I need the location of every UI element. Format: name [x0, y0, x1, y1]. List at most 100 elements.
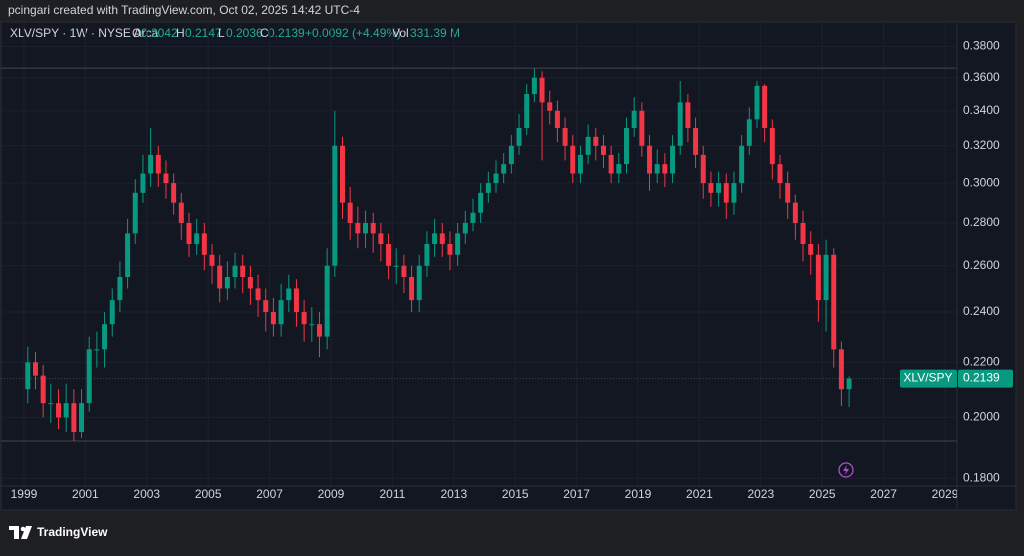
candle-body [608, 154, 614, 174]
candle-body [455, 233, 461, 255]
candle-body [163, 173, 169, 184]
candle-body [485, 183, 491, 193]
x-axis: 1999 2001 2003 2005 2007 2009 2011 2013 2015 2017… [11, 487, 959, 501]
candle-body [201, 233, 207, 255]
symbol-tag [900, 369, 957, 388]
candle-body [409, 277, 415, 301]
vol-value: 331.39 M [410, 26, 460, 40]
x-tick-label: 2005 [195, 487, 222, 501]
candle-body [623, 128, 629, 165]
alert-icon[interactable] [838, 462, 854, 478]
x-tick-label: 2021 [686, 487, 713, 501]
candle-body [547, 102, 553, 111]
candle-body [754, 85, 760, 120]
candle-body [140, 173, 146, 193]
candle-body [171, 183, 177, 203]
y-tick-label: 0.2000 [963, 410, 1000, 424]
candle-body [148, 154, 154, 174]
candle-body [393, 265, 399, 267]
l-value: 0.2036 [226, 26, 263, 40]
candle-body [132, 192, 138, 234]
candle-body [255, 288, 261, 301]
candle-body [654, 164, 660, 174]
x-tick-label: 1999 [11, 487, 38, 501]
logo-slash [21, 526, 32, 539]
candle-body [838, 349, 844, 390]
candle-body [370, 222, 376, 234]
x-tick-label: 2027 [870, 487, 897, 501]
candle-body [309, 324, 315, 326]
candle-body [286, 288, 292, 301]
candle-body [577, 154, 583, 174]
candle-body [785, 183, 791, 203]
logo: TradingView [9, 525, 108, 539]
candle-body [731, 183, 737, 203]
candle-body [25, 362, 31, 390]
axes: 0.1800 0.2000 0.2200 0.2400 0.2600 0.2800 0.30… [1, 23, 1016, 509]
candle-body [48, 403, 54, 405]
candle-body [355, 222, 361, 234]
candle-body [56, 403, 61, 418]
candle-body [647, 145, 653, 174]
candle-body [762, 85, 768, 129]
y-tick-label: 0.3400 [963, 103, 1000, 117]
candle-body [508, 145, 514, 165]
y-tick-label: 0.3600 [963, 70, 1000, 84]
candle-body [278, 300, 284, 325]
o-label: O [132, 26, 141, 40]
candle-body [270, 312, 276, 325]
brand: TradingView [37, 525, 108, 539]
candle-body [263, 300, 269, 313]
candle-body [71, 403, 77, 433]
h-label: H [176, 26, 185, 40]
candle-body [347, 202, 353, 223]
candle-body [178, 202, 184, 223]
credit: pcingari created with TradingView.com, O… [8, 3, 360, 17]
logo-dot [20, 526, 26, 532]
y-tick-label: 0.3800 [963, 39, 1000, 53]
candle-body [539, 77, 545, 103]
candle-body [562, 128, 568, 146]
candle-body [631, 110, 637, 129]
x-tick-label: 2019 [625, 487, 652, 501]
change: +0.0092 (+4.49%) [305, 26, 401, 40]
candle-body [677, 102, 683, 146]
candle-body [432, 233, 438, 244]
candle-body [155, 154, 161, 174]
candle-body [531, 77, 537, 95]
candle-body [723, 183, 729, 203]
x-tick-label: 2013 [440, 487, 467, 501]
candle-body [493, 173, 499, 184]
candle-body [815, 254, 821, 301]
y-tick-label: 0.3200 [963, 138, 1000, 152]
x-tick-label: 2029 [932, 487, 959, 501]
candle-body [209, 254, 215, 266]
candle-body [86, 349, 92, 404]
y-tick-label: 0.2800 [963, 215, 1000, 229]
candle-body [554, 110, 560, 129]
candle-body [194, 233, 200, 244]
c-label: C [260, 26, 269, 40]
candle-body [462, 222, 468, 234]
y-tick-label: 0.1800 [963, 470, 1000, 484]
symbol: XLV/SPY · 1W · NYSE Arca [10, 26, 159, 40]
h-value: 0.2147 [185, 26, 222, 40]
candle-body [600, 145, 606, 155]
candle-body [823, 254, 829, 301]
candle-body [79, 403, 85, 433]
candle-body [800, 222, 806, 244]
y-tick-label: 0.2600 [963, 258, 1000, 272]
candle-body [316, 324, 322, 337]
candle-body [125, 233, 131, 278]
candle-body [478, 192, 484, 213]
candle-body [700, 154, 706, 184]
candle-body [585, 136, 591, 155]
x-tick-label: 2001 [72, 487, 99, 501]
candle-body [808, 243, 814, 255]
candle-body [232, 265, 238, 278]
symbol-tag-label: XLV/SPY [903, 371, 952, 385]
candle-body [247, 277, 253, 289]
candle-body [363, 222, 369, 234]
candle-body [416, 265, 422, 301]
